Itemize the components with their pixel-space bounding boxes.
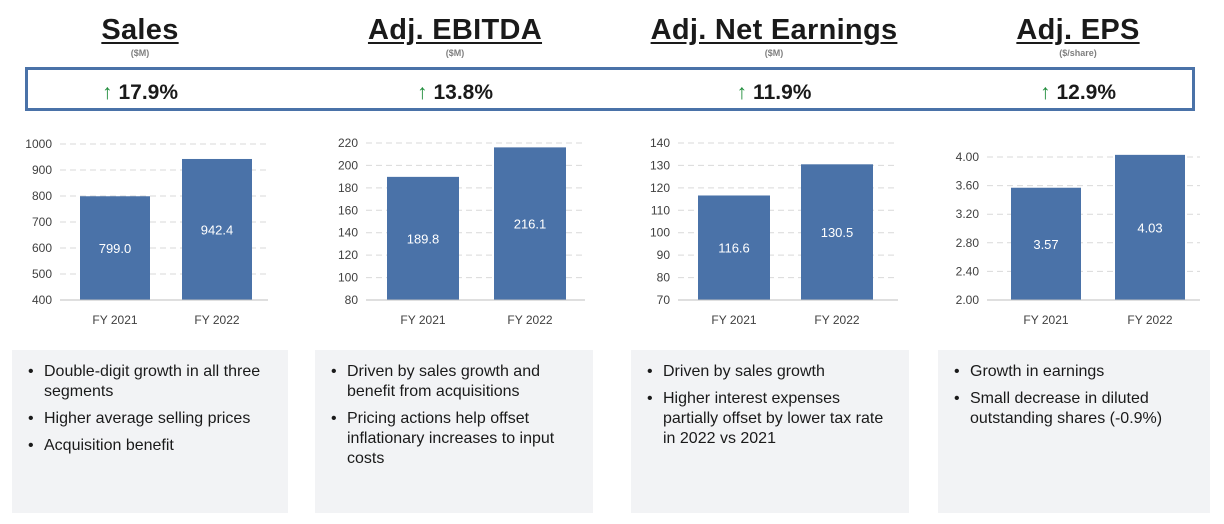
bar xyxy=(1115,154,1185,300)
bar-value-label: 3.57 xyxy=(1033,237,1058,252)
x-category-label: FY 2022 xyxy=(1127,313,1172,327)
y-tick-label: 900 xyxy=(32,163,52,177)
adj-eps-bar-chart: 2.00 2.40 2.80 3.20 3.60 4.00 3.57 FY 2021 4.03 F… xyxy=(956,150,1200,327)
y-tick-label: 70 xyxy=(657,293,671,307)
y-tick-label: 220 xyxy=(338,136,358,150)
adj-ebitda-notes-panel: Driven by sales growth and benefit from … xyxy=(315,350,593,513)
growth-value: 11.9% xyxy=(753,81,812,104)
bar-value-label: 189.8 xyxy=(407,231,440,246)
up-arrow-icon: ↑ xyxy=(736,81,748,104)
header-title: Adj. EPS xyxy=(1016,14,1140,46)
adj-net-earnings-notes-panel: Driven by sales growth Higher interest e… xyxy=(631,350,909,513)
header-title: Sales xyxy=(101,14,179,46)
y-tick-label: 200 xyxy=(338,158,358,172)
bullet-item: Driven by sales growth and benefit from … xyxy=(325,362,583,402)
y-tick-label: 120 xyxy=(338,248,358,262)
bar-value-label: 130.5 xyxy=(821,225,854,240)
y-tick-label: 90 xyxy=(657,248,671,262)
bullet-item: Growth in earnings xyxy=(948,362,1200,382)
y-tick-label: 140 xyxy=(338,226,358,240)
bullet-item: Higher interest expenses partially offse… xyxy=(641,389,899,449)
bar-value-label: 799.0 xyxy=(99,241,132,256)
y-tick-label: 2.40 xyxy=(956,264,980,278)
header-title: Adj. Net Earnings xyxy=(650,14,898,46)
adj-ebitda-bar-chart: 80 100 120 140 160 180 200 220 189.8 FY 2021 216.1… xyxy=(338,136,585,327)
growth-value: 17.9% xyxy=(118,81,179,104)
x-category-label: FY 2022 xyxy=(194,313,239,327)
header-adj-eps: Adj. EPS ($/share) xyxy=(928,14,1224,59)
bar-value-label: 4.03 xyxy=(1137,220,1162,235)
header-unit: ($M) xyxy=(445,48,465,58)
x-category-label: FY 2021 xyxy=(711,313,756,327)
up-arrow-icon: ↑ xyxy=(416,81,428,104)
y-tick-label: 500 xyxy=(32,267,52,281)
bullet-list: Double-digit growth in all three segment… xyxy=(22,362,278,456)
y-tick-label: 700 xyxy=(32,215,52,229)
y-tick-label: 1000 xyxy=(25,137,52,151)
sales-bar-chart: 400 500 600 700 800 900 1000 799.0 FY 2021 942.4 F… xyxy=(25,137,268,327)
bullet-item: Pricing actions help offset inflationary… xyxy=(325,409,583,469)
growth-value: 13.8% xyxy=(433,81,494,104)
x-category-label: FY 2022 xyxy=(507,313,552,327)
bar xyxy=(387,176,459,300)
y-tick-label: 180 xyxy=(338,181,358,195)
header-sales: Sales ($M) xyxy=(0,14,290,59)
bar xyxy=(698,195,770,300)
bar-value-label: 942.4 xyxy=(201,222,234,237)
y-tick-label: 4.00 xyxy=(956,150,980,164)
x-category-label: FY 2022 xyxy=(814,313,859,327)
y-tick-label: 3.20 xyxy=(956,207,980,221)
header-title: Adj. EBITDA xyxy=(367,14,543,46)
sales-notes-panel: Double-digit growth in all three segment… xyxy=(12,350,288,513)
bullet-item: Higher average selling prices xyxy=(22,409,278,429)
header-unit: ($M) xyxy=(764,48,784,58)
y-tick-label: 160 xyxy=(338,203,358,217)
y-tick-label: 2.00 xyxy=(956,293,980,307)
x-category-label: FY 2021 xyxy=(400,313,445,327)
x-category-label: FY 2021 xyxy=(92,313,137,327)
y-tick-label: 80 xyxy=(345,293,359,307)
header-adj-net-earnings: Adj. Net Earnings ($M) xyxy=(624,14,924,59)
header-adj-ebitda: Adj. EBITDA ($M) xyxy=(305,14,605,59)
bar-value-label: 216.1 xyxy=(514,217,547,232)
y-tick-label: 100 xyxy=(338,271,358,285)
growth-value: 12.9% xyxy=(1056,81,1117,104)
y-tick-label: 600 xyxy=(32,241,52,255)
up-arrow-icon: ↑ xyxy=(101,81,113,104)
bar xyxy=(80,196,150,300)
y-tick-label: 120 xyxy=(650,181,670,195)
growth-adj-eps: ↑ 12.9% xyxy=(928,79,1224,107)
y-tick-label: 2.80 xyxy=(956,236,980,250)
bullet-list: Growth in earnings Small decrease in dil… xyxy=(948,362,1200,429)
bullet-item: Driven by sales growth xyxy=(641,362,899,382)
header-unit: ($/share) xyxy=(1059,48,1097,58)
growth-summary-box xyxy=(25,67,1195,111)
y-tick-label: 110 xyxy=(651,203,670,217)
bullet-item: Double-digit growth in all three segment… xyxy=(22,362,278,402)
bullet-item: Small decrease in diluted outstanding sh… xyxy=(948,389,1200,429)
growth-adj-net-earnings: ↑ 11.9% xyxy=(624,79,924,107)
header-unit: ($M) xyxy=(130,48,150,58)
y-tick-label: 400 xyxy=(32,293,52,307)
y-tick-label: 100 xyxy=(650,226,670,240)
growth-adj-ebitda: ↑ 13.8% xyxy=(305,79,605,107)
bullet-list: Driven by sales growth and benefit from … xyxy=(325,362,583,469)
bullet-list: Driven by sales growth Higher interest e… xyxy=(641,362,899,449)
x-category-label: FY 2021 xyxy=(1023,313,1068,327)
y-tick-label: 130 xyxy=(650,158,670,172)
bar-value-label: 116.6 xyxy=(718,241,750,256)
up-arrow-icon: ↑ xyxy=(1039,81,1051,104)
growth-sales: ↑ 17.9% xyxy=(0,79,290,107)
adj-eps-notes-panel: Growth in earnings Small decrease in dil… xyxy=(938,350,1210,513)
y-tick-label: 80 xyxy=(657,271,671,285)
y-tick-label: 800 xyxy=(32,189,52,203)
y-tick-label: 3.60 xyxy=(956,179,980,193)
y-tick-label: 140 xyxy=(650,136,670,150)
bar xyxy=(182,158,252,300)
bullet-item: Acquisition benefit xyxy=(22,436,278,456)
adj-net-earnings-bar-chart: 70 80 90 100 110 120 130 140 116.6 FY 2021 130.5 FY… xyxy=(650,136,898,327)
bar xyxy=(1011,187,1081,300)
bar xyxy=(801,164,873,300)
bar xyxy=(494,147,566,300)
